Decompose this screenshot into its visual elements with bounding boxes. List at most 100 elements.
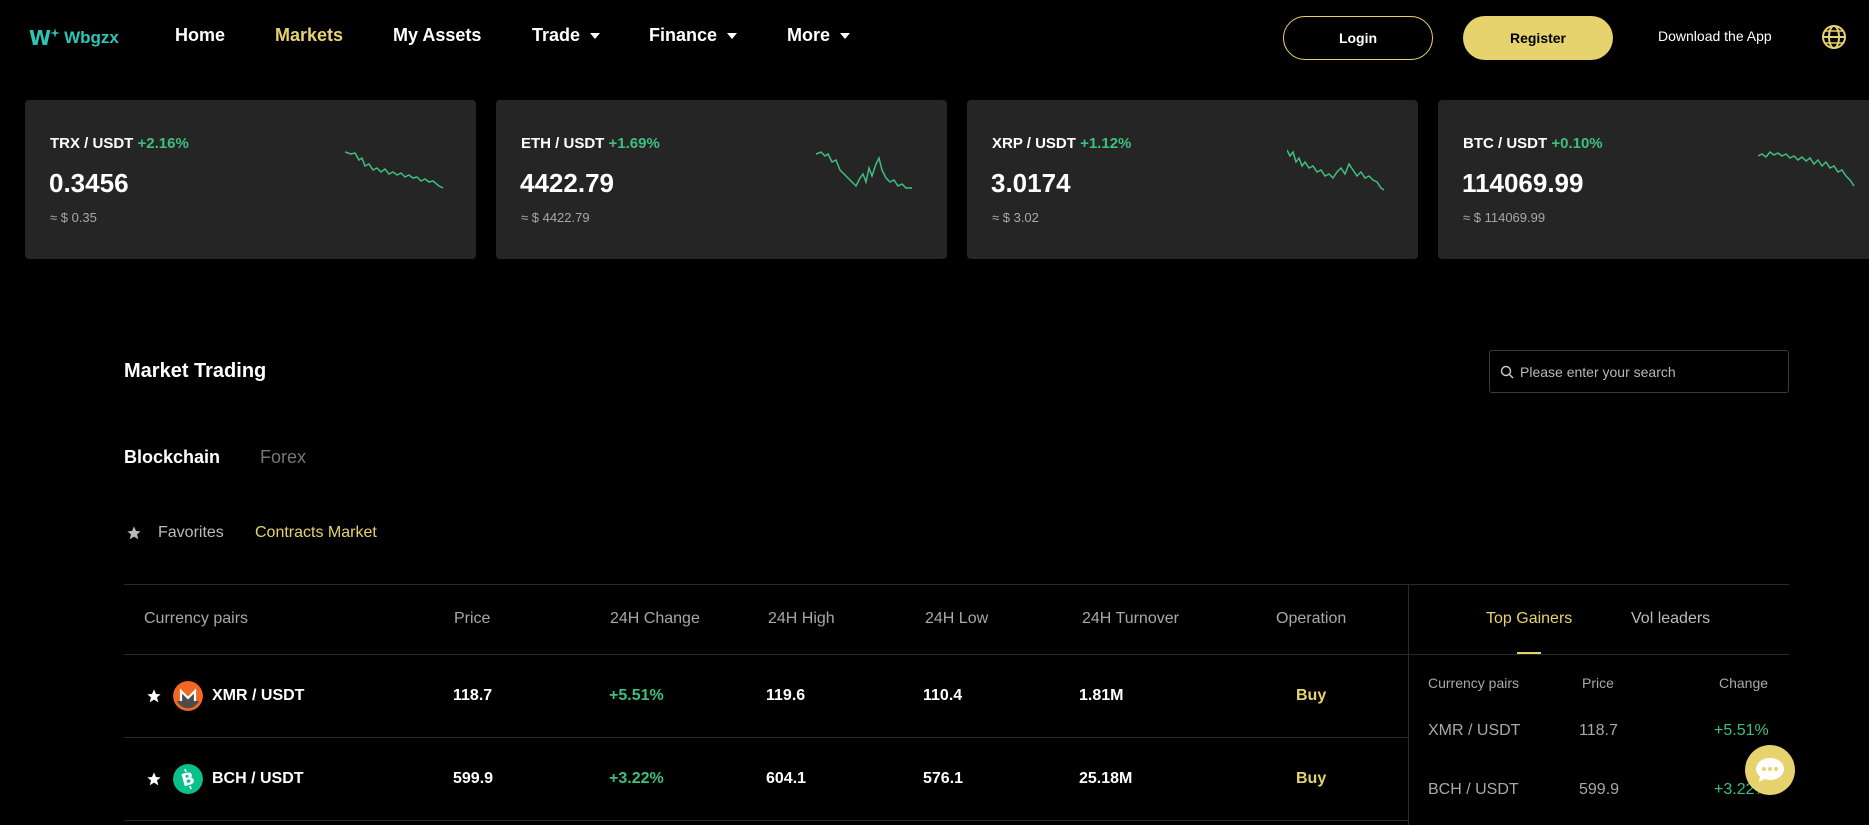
chevron-down-icon (590, 32, 601, 39)
row-low: 576.1 (923, 770, 964, 787)
logo-mark-icon: W (29, 26, 51, 50)
sparkline-chart (345, 151, 444, 189)
panel-header-divider (1408, 654, 1789, 655)
row-pair[interactable]: XMR / USDT (212, 687, 305, 704)
list-item-price: 118.7 (1579, 722, 1618, 739)
row-turnover: 25.18M (1079, 770, 1133, 787)
row-price: 118.7 (453, 687, 493, 704)
search-input[interactable] (1520, 363, 1780, 380)
nav-finance[interactable]: Finance (649, 25, 738, 46)
ticker-change: +2.16% (137, 135, 189, 152)
ticker-change: +1.69% (608, 135, 660, 152)
ticker-price: 0.3456 (49, 168, 129, 198)
download-app-link[interactable]: Download the App (1658, 28, 1772, 44)
star-icon (127, 526, 141, 540)
panel-header-pairs: Currency pairs (1428, 675, 1520, 691)
nav-home[interactable]: Home (175, 25, 225, 46)
row-pair[interactable]: BCH / USDT (212, 770, 304, 787)
ticker-price: 3.0174 (991, 168, 1071, 198)
svg-text:B: B (179, 769, 197, 792)
ticker-pair-name: XRP / USDT (992, 135, 1076, 152)
brand-name: Wbgzx (64, 28, 119, 47)
ticker-price: 4422.79 (520, 168, 614, 198)
tab-forex[interactable]: Forex (260, 447, 307, 467)
login-button[interactable]: Login (1283, 16, 1433, 60)
ticker-card-btc[interactable]: BTC / USDT +0.10% 114069.99 ≈ $ 114069.9… (1438, 100, 1869, 259)
list-item-pair: XMR / USDT (1428, 722, 1521, 739)
nav-finance-label: Finance (649, 25, 718, 45)
header-24h-low: 24H Low (925, 610, 989, 627)
subtab-favorites[interactable]: Favorites (126, 524, 224, 542)
header-price: Price (454, 610, 491, 627)
header-24h-change: 24H Change (610, 610, 700, 627)
logo-spark-icon (50, 28, 61, 38)
ticker-pair: ETH / USDT +1.69% (521, 135, 660, 152)
row-price: 599.9 (453, 770, 494, 787)
buy-button[interactable]: Buy (1296, 770, 1327, 787)
tab-top-gainers[interactable]: Top Gainers (1486, 610, 1573, 627)
ticker-usd: ≈ $ 0.35 (50, 210, 97, 225)
search-box[interactable] (1489, 350, 1789, 393)
tab-blockchain[interactable]: Blockchain (124, 447, 221, 467)
header-24h-high: 24H High (768, 610, 835, 627)
header-currency-pairs: Currency pairs (144, 610, 249, 627)
table-row-divider (124, 820, 1408, 821)
chat-bubble-icon (1756, 758, 1784, 782)
nav-home-label: Home (175, 25, 226, 45)
ticker-pair-name: TRX / USDT (50, 135, 134, 152)
ticker-change: +1.12% (1080, 135, 1132, 152)
nav-more-label: More (787, 25, 831, 45)
list-item-pair: BCH / USDT (1428, 781, 1519, 798)
subtab-favorites-label: Favorites (158, 524, 224, 541)
row-high: 119.6 (766, 687, 806, 704)
nav-more[interactable]: More (787, 25, 851, 46)
sparkline-chart (1287, 149, 1385, 191)
tab-vol-leaders[interactable]: Vol leaders (1631, 610, 1711, 627)
table-row-divider (124, 737, 1408, 738)
market-trading-title: Market Trading (124, 360, 267, 382)
ticker-change: +0.10% (1551, 135, 1603, 152)
list-item-price: 599.9 (1579, 781, 1620, 798)
nav-assets-label: My Assets (393, 25, 482, 45)
nav-my-assets[interactable]: My Assets (393, 25, 481, 46)
row-change: +3.22% (609, 770, 664, 787)
row-change: +5.51% (609, 687, 664, 704)
star-icon[interactable] (146, 688, 162, 704)
search-icon (1500, 365, 1514, 378)
header-24h-turnover: 24H Turnover (1082, 610, 1179, 627)
row-turnover: 1.81M (1079, 687, 1124, 704)
ticker-usd: ≈ $ 114069.99 (1463, 210, 1546, 225)
register-button[interactable]: Register (1463, 16, 1613, 60)
row-high: 604.1 (766, 770, 807, 787)
ticker-pair-name: ETH / USDT (521, 135, 605, 152)
ticker-price: 114069.99 (1462, 168, 1584, 198)
ticker-pair: BTC / USDT +0.10% (1463, 135, 1603, 152)
ticker-pair: TRX / USDT +2.16% (50, 135, 189, 152)
buy-button[interactable]: Buy (1296, 687, 1327, 704)
sparkline-chart (816, 151, 912, 189)
ticker-card-trx[interactable]: TRX / USDT +2.16% 0.3456 ≈ $ 0.35 (25, 100, 476, 259)
list-item-change: +5.51% (1714, 722, 1769, 739)
header-operation: Operation (1276, 610, 1347, 627)
chevron-down-icon (840, 32, 851, 39)
ticker-card-eth[interactable]: ETH / USDT +1.69% 4422.79 ≈ $ 4422.79 (496, 100, 947, 259)
globe-icon[interactable] (1820, 23, 1848, 51)
table-divider (124, 584, 1789, 585)
sparkline-chart (1758, 150, 1855, 187)
row-low: 110.4 (923, 687, 963, 704)
brand-logo[interactable]: W Wbgzx (29, 26, 119, 50)
ticker-usd: ≈ $ 3.02 (992, 210, 1039, 225)
active-tab-indicator (1517, 652, 1541, 654)
bitcoin-cash-icon: B (173, 764, 203, 794)
subtab-contracts-market[interactable]: Contracts Market (255, 524, 377, 541)
ticker-pair: XRP / USDT +1.12% (992, 135, 1131, 152)
nav-markets[interactable]: Markets (275, 25, 343, 46)
chat-button[interactable] (1745, 745, 1795, 795)
panel-divider (1408, 584, 1409, 825)
star-icon[interactable] (146, 771, 162, 787)
nav-trade[interactable]: Trade (532, 25, 601, 46)
panel-header-price: Price (1582, 675, 1614, 691)
top-header: W Wbgzx Home Markets My Assets Trade Fin… (0, 0, 1869, 74)
ticker-card-xrp[interactable]: XRP / USDT +1.12% 3.0174 ≈ $ 3.02 (967, 100, 1418, 259)
nav-markets-label: Markets (275, 25, 344, 45)
